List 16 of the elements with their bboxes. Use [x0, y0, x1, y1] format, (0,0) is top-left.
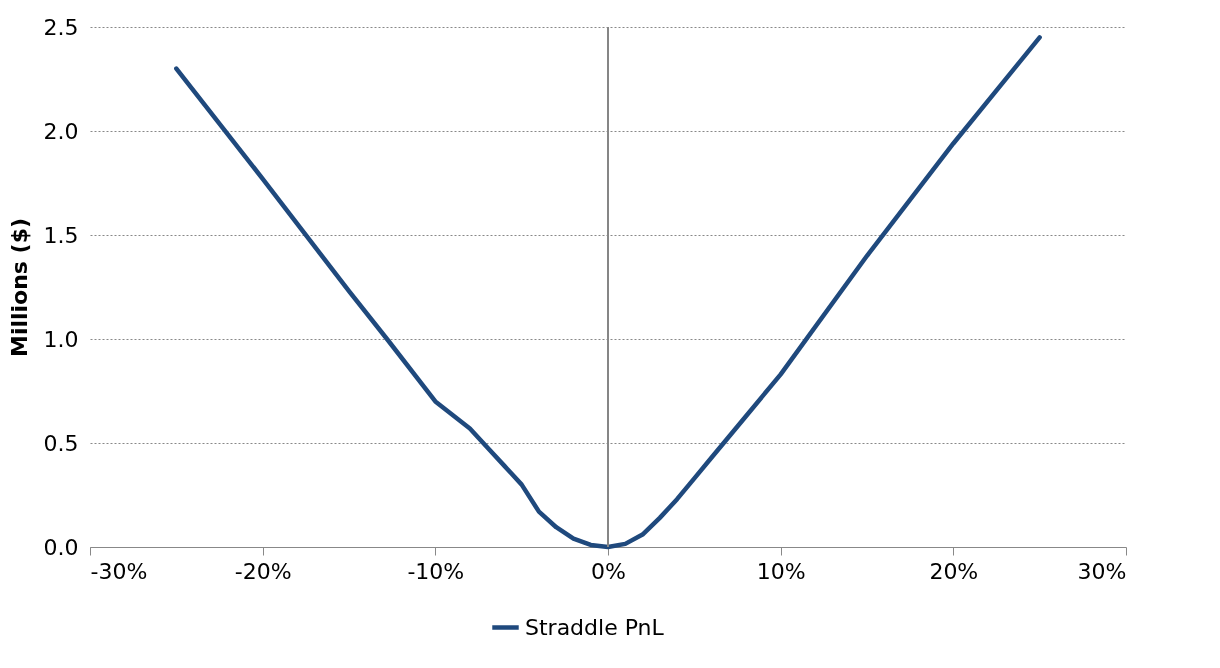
y-tick-label: 2.5	[43, 14, 79, 40]
x-tick-label: 0%	[591, 558, 626, 584]
y-tick-label: 1.0	[43, 326, 79, 352]
y-tick-label: 0.5	[43, 430, 79, 456]
x-tick-label: 20%	[929, 558, 979, 584]
y-tick-label: 1.5	[43, 222, 79, 248]
x-tick-label: 10%	[756, 558, 806, 584]
line-series	[174, 35, 1042, 550]
x-tick-label: -30%	[90, 558, 148, 584]
y-axis-title: Millions ($)	[6, 217, 32, 358]
x-tick-label: -20%	[234, 558, 292, 584]
x-tick-label: -10%	[407, 558, 465, 584]
legend-label: Straddle PnL	[525, 614, 665, 640]
x-tick-label: 30%	[1077, 558, 1127, 584]
y-tick-label: 2.0	[43, 118, 79, 144]
y-tick-label: 0.0	[43, 534, 79, 560]
